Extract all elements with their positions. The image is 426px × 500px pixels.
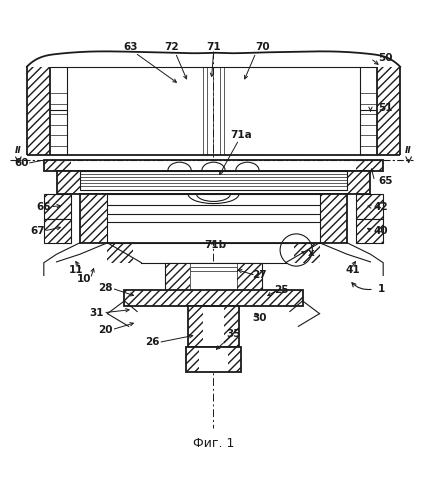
Text: 42: 42: [373, 202, 388, 211]
Text: 66: 66: [37, 202, 51, 211]
Text: 70: 70: [254, 42, 269, 52]
Bar: [162, 290, 213, 306]
Bar: [376, 66, 399, 154]
Text: 41: 41: [345, 266, 359, 276]
Text: 63: 63: [123, 42, 138, 52]
Bar: [56, 170, 80, 194]
Text: 50: 50: [377, 54, 391, 64]
Text: 30: 30: [251, 313, 266, 323]
Text: 26: 26: [144, 338, 159, 347]
Text: 27: 27: [251, 270, 266, 280]
Text: 71: 71: [206, 42, 220, 52]
Bar: [107, 243, 132, 262]
Bar: [80, 194, 107, 243]
Bar: [44, 160, 382, 170]
Bar: [44, 220, 71, 243]
Bar: [124, 290, 302, 306]
Bar: [164, 262, 262, 290]
Text: 11: 11: [68, 266, 83, 276]
Bar: [187, 306, 239, 346]
Text: 25: 25: [273, 286, 288, 296]
Bar: [185, 346, 198, 372]
Bar: [80, 170, 346, 190]
Bar: [124, 290, 162, 306]
Bar: [44, 160, 71, 170]
Text: 67: 67: [30, 226, 45, 236]
Text: 28: 28: [98, 283, 112, 293]
Text: 31: 31: [89, 308, 104, 318]
Bar: [44, 194, 71, 220]
Bar: [355, 194, 382, 220]
Bar: [187, 306, 202, 346]
Text: x: x: [307, 248, 314, 258]
Bar: [80, 194, 346, 243]
Text: II: II: [404, 146, 411, 155]
Bar: [228, 346, 241, 372]
Text: 71b: 71b: [204, 240, 226, 250]
Bar: [355, 220, 382, 243]
Text: 10: 10: [77, 274, 91, 284]
Bar: [224, 306, 239, 346]
Bar: [355, 194, 382, 220]
Bar: [355, 160, 382, 170]
Bar: [346, 170, 370, 194]
Bar: [56, 170, 370, 194]
Bar: [264, 290, 302, 306]
Bar: [164, 262, 190, 290]
Bar: [27, 66, 50, 154]
Text: II: II: [15, 146, 22, 155]
Bar: [236, 262, 262, 290]
Text: Фиг. 1: Фиг. 1: [193, 436, 233, 450]
Bar: [185, 346, 241, 372]
Bar: [44, 194, 71, 220]
Bar: [294, 243, 319, 262]
Text: 51: 51: [377, 103, 391, 113]
Text: 40: 40: [373, 226, 388, 236]
Text: 60: 60: [14, 158, 29, 168]
Bar: [213, 290, 264, 306]
Text: 35: 35: [226, 329, 241, 339]
Bar: [14, 50, 412, 154]
Text: 71a: 71a: [230, 130, 251, 140]
Bar: [319, 194, 346, 243]
Text: 65: 65: [377, 176, 391, 186]
Text: 72: 72: [164, 42, 178, 52]
Text: 1: 1: [377, 284, 384, 294]
Bar: [355, 220, 382, 243]
Text: 20: 20: [98, 325, 112, 335]
Bar: [44, 220, 71, 243]
